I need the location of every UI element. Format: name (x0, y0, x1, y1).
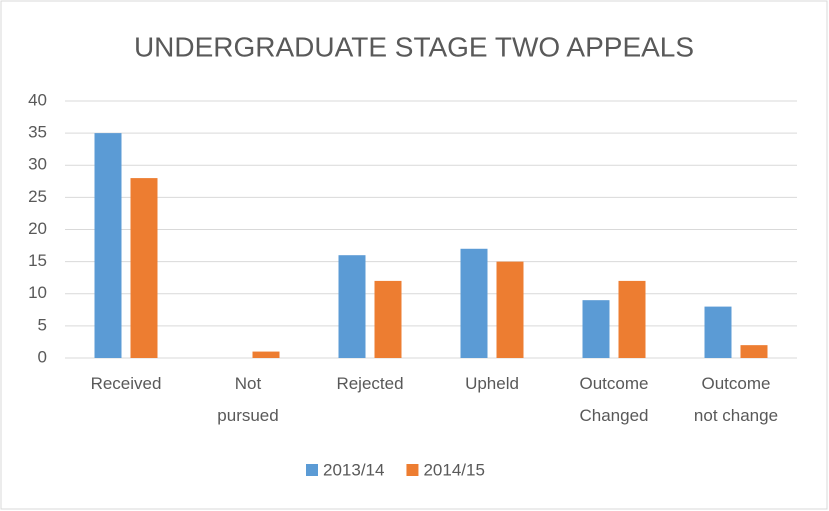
bar (460, 248, 488, 358)
x-tick-label: Rejected (336, 374, 403, 393)
y-tick-label: 5 (38, 315, 47, 334)
y-tick-label: 10 (28, 283, 47, 302)
legend-label: 2014/15 (423, 460, 484, 479)
y-tick-label: 20 (28, 219, 47, 238)
legend-swatch (306, 464, 318, 476)
x-tick-label: Outcome Changed (579, 374, 648, 425)
x-tick-label: Received (91, 374, 162, 393)
bar (130, 178, 158, 358)
x-tick-label: Upheld (465, 374, 519, 393)
x-tick-label: Not pursued (217, 374, 278, 425)
legend-label: 2013/14 (323, 460, 384, 479)
x-tick-label: Outcome not change (694, 374, 778, 425)
bar (740, 345, 768, 358)
y-tick-label: 35 (28, 123, 47, 142)
bar (374, 280, 402, 358)
bar (582, 300, 610, 358)
bar (704, 306, 732, 358)
bar (618, 280, 646, 358)
bar (496, 261, 524, 358)
y-tick-label: 15 (28, 251, 47, 270)
y-tick-label: 0 (38, 347, 47, 366)
y-tick-label: 30 (28, 155, 47, 174)
bar (94, 133, 122, 358)
bar (252, 351, 280, 358)
y-tick-label: 40 (28, 90, 47, 109)
y-tick-label: 25 (28, 187, 47, 206)
chart-title: UNDERGRADUATE STAGE TWO APPEALS (134, 31, 694, 62)
bar (338, 255, 366, 358)
legend-swatch (406, 464, 419, 476)
